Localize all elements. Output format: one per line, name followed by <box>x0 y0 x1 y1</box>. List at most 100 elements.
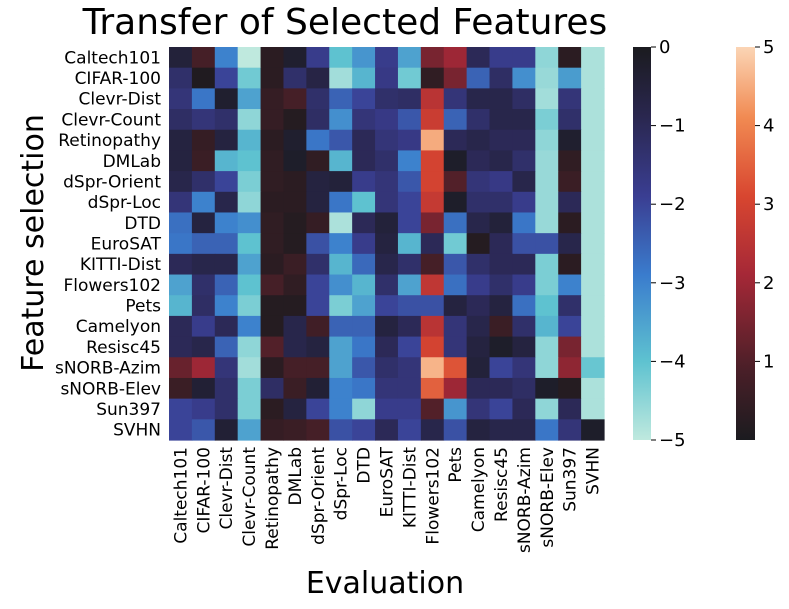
heatmap-cell <box>489 212 514 234</box>
heatmap-cell <box>352 253 376 276</box>
heatmap-cell <box>169 191 193 214</box>
heatmap-cell <box>375 88 399 110</box>
x-tick-label: Caltech101 <box>171 447 191 544</box>
heatmap-cell <box>375 377 399 400</box>
x-tick-label: dSpr-Orient <box>309 447 329 545</box>
heatmap-cell <box>581 129 605 152</box>
heatmap-cell <box>352 377 376 400</box>
heatmap-cell <box>329 274 353 296</box>
heatmap-cell <box>329 336 353 358</box>
heatmap-cell <box>260 150 285 172</box>
heatmap-cell <box>397 129 422 152</box>
heatmap-cell <box>260 109 285 131</box>
heatmap-cell <box>489 88 514 110</box>
heatmap-cell <box>535 274 559 296</box>
heatmap-cell <box>237 357 262 379</box>
heatmap-cell <box>535 398 559 420</box>
heatmap-cell <box>443 274 468 296</box>
heatmap-cell <box>397 377 422 400</box>
heatmap-cell <box>191 419 216 441</box>
x-tick-label: Pets <box>446 447 466 483</box>
heatmap-cell <box>306 67 330 89</box>
heatmap-cell <box>283 109 307 131</box>
heatmap-cell <box>581 212 605 234</box>
heatmap-cell <box>237 109 262 131</box>
heatmap-cell <box>375 150 399 172</box>
heatmap-cell <box>214 233 239 255</box>
heatmap-cell <box>191 47 216 69</box>
heatmap-cell <box>466 129 491 152</box>
heatmap-cell <box>581 398 605 420</box>
heatmap-cell <box>352 315 376 338</box>
heatmap-cell <box>535 129 559 152</box>
heatmap-cell <box>306 88 330 110</box>
heatmap-cell <box>443 419 468 441</box>
heatmap-cell <box>306 109 330 131</box>
heatmap-cell <box>581 191 605 214</box>
heatmap-cell <box>420 295 445 317</box>
heatmap-cell <box>375 47 399 69</box>
heatmap-cell <box>420 129 445 152</box>
heatmap-cell <box>558 233 582 255</box>
heatmap-cell <box>306 129 330 152</box>
y-tick-label: Retinopathy <box>58 131 161 151</box>
x-tick-label: Clevr-Dist <box>217 447 237 530</box>
heatmap-cell <box>169 357 193 379</box>
heatmap-cell <box>352 171 376 193</box>
y-tick-label: Camelyon <box>76 317 161 337</box>
y-tick-label: dSpr-Orient <box>63 172 161 192</box>
heatmap-cell <box>512 357 536 379</box>
heatmap-cell <box>397 398 422 420</box>
heatmap-cell <box>558 191 582 214</box>
heatmap-cell <box>443 109 468 131</box>
heatmap-cell <box>191 171 216 193</box>
heatmap-cell <box>169 336 193 358</box>
heatmap-cell <box>283 129 307 152</box>
heatmap-cell <box>443 67 468 89</box>
heatmap-cell <box>214 191 239 214</box>
colorbar-positive-ticks: 5 4 3 2 1 <box>755 37 774 372</box>
heatmap-cell <box>489 295 514 317</box>
heatmap-cell <box>352 336 376 358</box>
heatmap-cell <box>260 129 285 152</box>
colorbar-tick-label: −4 <box>659 351 686 372</box>
heatmap-cell <box>558 212 582 234</box>
x-tick-label: Retinopathy <box>263 447 283 550</box>
heatmap-cell <box>558 67 582 89</box>
heatmap-cell <box>489 274 514 296</box>
heatmap-cell <box>329 191 353 214</box>
heatmap-cell <box>397 191 422 214</box>
heatmap-cell <box>397 295 422 317</box>
heatmap-cell <box>306 419 330 441</box>
heatmap-cell <box>535 377 559 400</box>
heatmap-cell <box>581 295 605 317</box>
chart-title: Transfer of Selected Features <box>82 2 608 43</box>
heatmap-cell <box>420 274 445 296</box>
heatmap-cell <box>237 150 262 172</box>
heatmap-cell <box>283 233 307 255</box>
heatmap-cell <box>466 109 491 131</box>
heatmap-cell <box>329 357 353 379</box>
y-tick-label: CIFAR-100 <box>75 69 161 89</box>
colorbar-tick-label: 2 <box>763 273 774 294</box>
x-tick-label: Sun397 <box>561 447 581 512</box>
heatmap-cell <box>306 295 330 317</box>
colorbar-tick-label: 5 <box>763 37 774 58</box>
heatmap-cell <box>329 377 353 400</box>
heatmap-cell <box>420 398 445 420</box>
heatmap-cell <box>512 253 536 276</box>
y-tick-label: SVHN <box>113 421 161 441</box>
heatmap-cell <box>191 315 216 338</box>
heatmap-cell <box>397 109 422 131</box>
x-tick-label: Resisc45 <box>492 447 512 522</box>
heatmap-cell <box>237 377 262 400</box>
heatmap-cell <box>283 336 307 358</box>
heatmap-cell <box>214 150 239 172</box>
heatmap-cell <box>260 67 285 89</box>
heatmap-cell <box>352 212 376 234</box>
heatmap-cell <box>558 47 582 69</box>
heatmap-cell <box>191 150 216 172</box>
colorbar-positive <box>736 47 755 440</box>
heatmap-cell <box>581 109 605 131</box>
heatmap-cell <box>191 129 216 152</box>
